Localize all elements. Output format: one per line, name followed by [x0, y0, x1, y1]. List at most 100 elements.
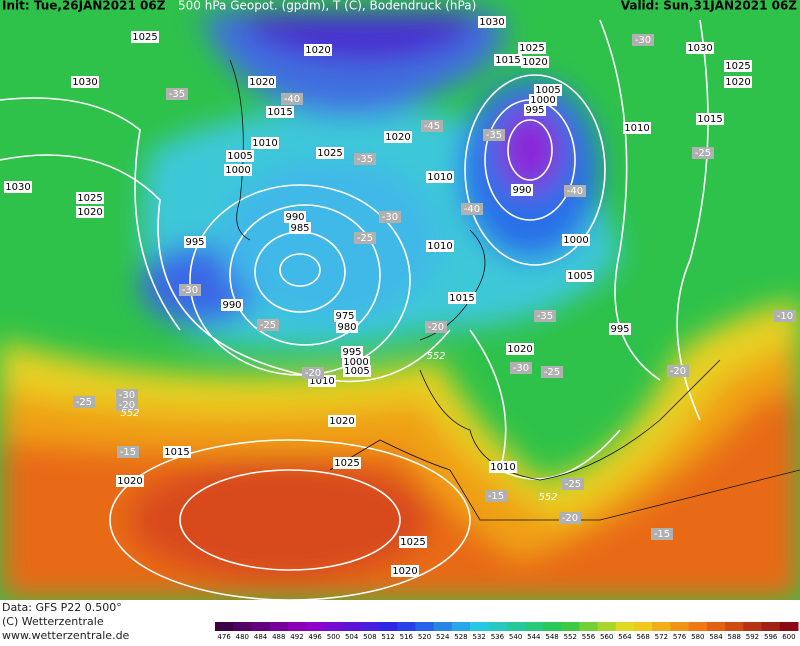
isobar-label-box	[251, 137, 279, 149]
isobar-label: 1030	[479, 17, 504, 28]
isobar-label: 995	[610, 324, 629, 335]
colorbar-tick-label: 488	[272, 633, 285, 641]
temperature-label-box	[651, 528, 673, 540]
isobar-label-box	[529, 94, 557, 106]
isobar-label: 980	[337, 322, 356, 333]
colorbar-swatch	[706, 622, 726, 631]
temperature-label-box	[564, 185, 586, 197]
isobar-label: 1005	[344, 366, 369, 377]
colorbar: 476 480 484 488 492 496 500 504 508 512 516 520 524 5…	[215, 622, 799, 641]
colorbar-swatch	[470, 622, 489, 631]
temperature-label: -40	[567, 186, 583, 197]
colorbar-tick-label: 600	[782, 633, 795, 641]
isobar-label: 1020	[305, 45, 330, 56]
temperature-label: -30	[182, 285, 198, 296]
map-title: 500 hPa Geopot. (gpdm), T (C), Bodendruc…	[178, 0, 476, 13]
isobar-label: 1030	[5, 182, 30, 193]
isobar-label-box	[316, 147, 344, 159]
temperature-label-box	[461, 203, 483, 215]
colorbar-swatch	[615, 622, 635, 631]
colorbar-swatch	[287, 622, 307, 631]
colorbar-tick-label: 536	[491, 633, 505, 641]
colorbar-swatch	[561, 622, 580, 631]
temperature-label: -15	[654, 529, 670, 540]
temperature-label: -35	[169, 89, 185, 100]
isobar-label: 995	[525, 105, 544, 116]
colorbar-tick-label: 544	[527, 633, 541, 641]
temperature-label: -15	[488, 491, 504, 502]
temperature-label: -20	[305, 368, 321, 379]
temperature-label: -20	[670, 366, 686, 377]
colorbar-swatch	[761, 622, 781, 631]
isobar-label: 1020	[392, 566, 417, 577]
colorbar-swatch	[688, 622, 708, 631]
colorbar-swatch	[506, 622, 526, 631]
temperature-label: -25	[260, 320, 276, 331]
isobar-label: 1020	[725, 77, 750, 88]
colorbar-tick-label: 532	[472, 633, 485, 641]
isobar-label: 1020	[329, 416, 354, 427]
isobar-label: 1020	[117, 476, 142, 487]
isobar-label-box	[328, 415, 356, 427]
temperature-label: -15	[120, 447, 136, 458]
colorbar-tick-label: 576	[673, 633, 687, 641]
temperature-label: -40	[464, 204, 480, 215]
colorbar-swatch	[251, 622, 271, 631]
isobar-label-box	[224, 164, 252, 176]
isobar-label-box	[506, 343, 534, 355]
isobar-label-box	[609, 323, 631, 335]
isobar-label: 1010	[624, 123, 649, 134]
isobar-label: 975	[335, 311, 354, 322]
temperature-label-box	[692, 147, 714, 159]
colorbar-tick-label: 520	[418, 633, 431, 641]
isobar-label-box	[248, 76, 276, 88]
temperature-label-box	[73, 396, 95, 408]
colorbar-swatch	[488, 622, 507, 631]
temperature-label: -35	[537, 311, 553, 322]
colorbar-swatch	[670, 622, 690, 631]
colorbar-swatch	[342, 622, 362, 631]
isobar-label: 1005	[535, 85, 560, 96]
isobar-label-box	[333, 457, 361, 469]
isobar-label: 1005	[567, 271, 592, 282]
temperature-label-box	[510, 362, 532, 374]
colorbar-tick-label: 500	[327, 633, 340, 641]
temperature-label: -25	[565, 479, 581, 490]
isobar-label: 1015	[164, 447, 189, 458]
height-label: 552	[426, 351, 445, 362]
isobar-label: 1005	[227, 151, 252, 162]
isobar-label-box	[341, 346, 363, 358]
isobar-label-box	[426, 171, 454, 183]
temperature-label: -30	[382, 212, 398, 223]
isobar-label: 1025	[725, 61, 750, 72]
isobars	[0, 19, 709, 600]
isobar-label: 990	[285, 212, 304, 223]
temperature-label: -25	[544, 367, 560, 378]
temperature-label-box	[281, 93, 303, 105]
isobar-label-box	[623, 122, 651, 134]
temperature-label: -35	[357, 154, 373, 165]
isobar-label-box	[284, 211, 306, 223]
isobar-label-box	[266, 106, 294, 118]
temperature-label-box	[116, 389, 138, 401]
temperature-label-box	[632, 34, 654, 46]
colorbar-swatch	[397, 622, 416, 631]
colorbar-tick-label: 516	[400, 633, 414, 641]
isobar-label: 985	[290, 223, 309, 234]
isobar-label-box	[518, 42, 546, 54]
isobar-label-box	[391, 565, 419, 577]
isobar-label: 1000	[343, 357, 368, 368]
colorbar-swatch	[524, 622, 544, 631]
isobar-label-box	[76, 192, 104, 204]
temperature-label-box	[534, 310, 556, 322]
colorbar-tick-label: 556	[582, 633, 596, 641]
map-field	[0, 0, 800, 600]
isobar-label: 995	[342, 347, 361, 358]
temperature-label: -30	[119, 390, 135, 401]
isobar-label-box	[562, 234, 590, 246]
isobar-label-box	[566, 270, 594, 282]
isobar-label: 990	[222, 300, 241, 311]
colorbar-tick-label: 524	[436, 633, 450, 641]
